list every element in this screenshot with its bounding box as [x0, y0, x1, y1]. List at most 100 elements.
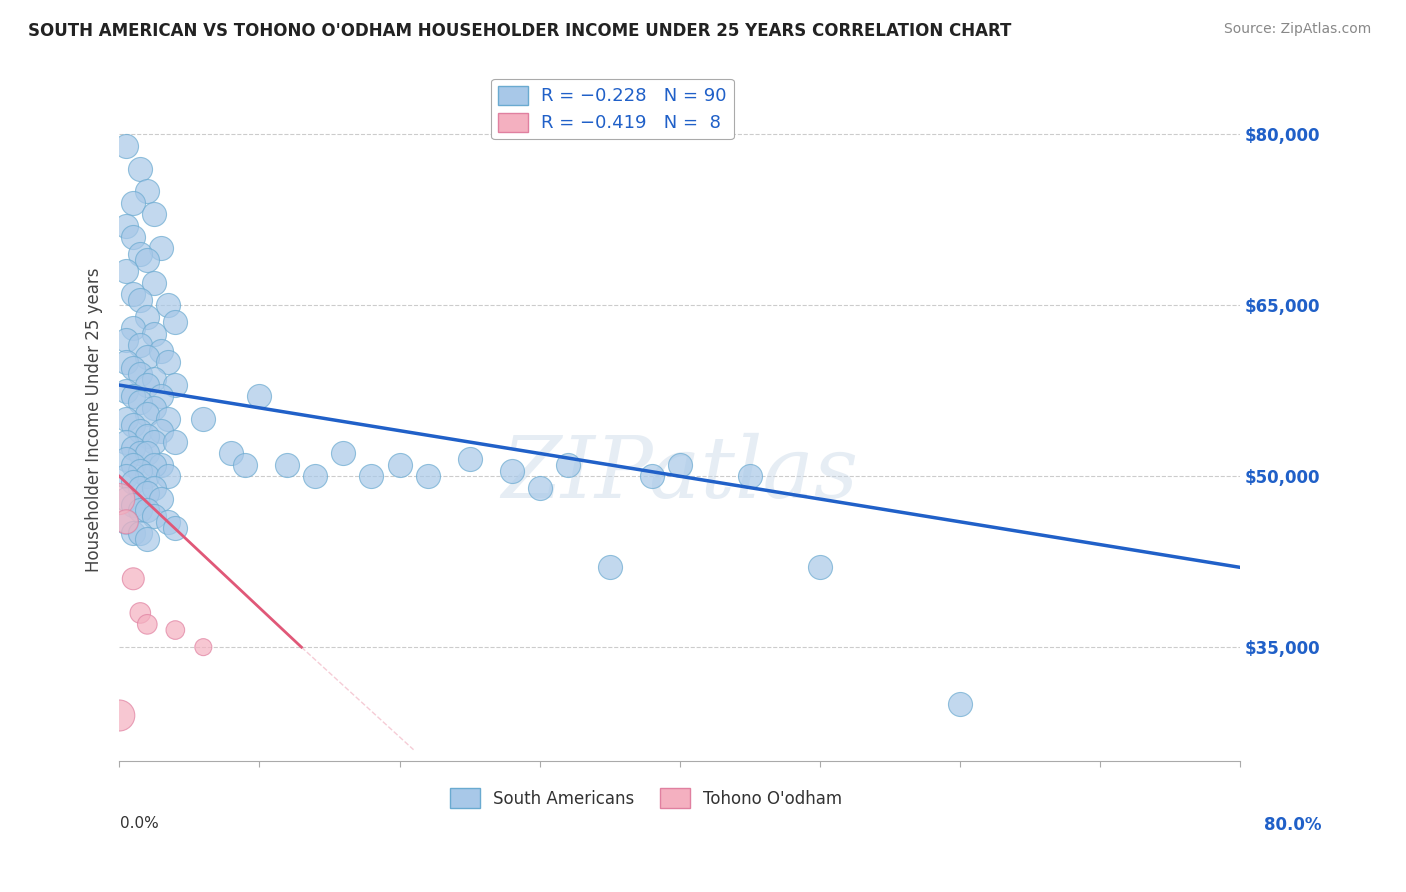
Point	[129, 395, 152, 409]
Point	[115, 435, 138, 450]
Point	[129, 464, 152, 478]
Point	[122, 321, 145, 335]
Point	[247, 389, 270, 403]
Point	[136, 185, 159, 199]
Point	[157, 355, 180, 369]
Point	[143, 458, 166, 472]
Point	[136, 503, 159, 517]
Point	[388, 458, 411, 472]
Point	[599, 560, 621, 574]
Point	[143, 276, 166, 290]
Point	[115, 515, 138, 529]
Point	[108, 708, 131, 723]
Point	[143, 372, 166, 386]
Point	[136, 310, 159, 324]
Point	[157, 515, 180, 529]
Point	[136, 429, 159, 443]
Point	[150, 424, 173, 438]
Text: ZIPatlas: ZIPatlas	[501, 433, 858, 516]
Point	[165, 520, 187, 534]
Point	[143, 509, 166, 524]
Text: SOUTH AMERICAN VS TOHONO O'ODHAM HOUSEHOLDER INCOME UNDER 25 YEARS CORRELATION C: SOUTH AMERICAN VS TOHONO O'ODHAM HOUSEHO…	[28, 22, 1011, 40]
Point	[129, 446, 152, 460]
Point	[332, 446, 354, 460]
Point	[165, 435, 187, 450]
Point	[115, 138, 138, 153]
Point	[136, 486, 159, 500]
Point	[150, 491, 173, 506]
Point	[122, 361, 145, 376]
Point	[129, 367, 152, 381]
Point	[150, 343, 173, 358]
Point	[122, 572, 145, 586]
Point	[165, 378, 187, 392]
Point	[108, 491, 131, 506]
Point	[641, 469, 664, 483]
Point	[115, 355, 138, 369]
Point	[949, 697, 972, 711]
Point	[165, 623, 187, 637]
Point	[122, 287, 145, 301]
Point	[136, 252, 159, 267]
Point	[150, 241, 173, 255]
Point	[136, 532, 159, 546]
Point	[143, 481, 166, 495]
Point	[115, 333, 138, 347]
Point	[276, 458, 298, 472]
Point	[416, 469, 439, 483]
Point	[193, 412, 215, 426]
Point	[122, 498, 145, 512]
Point	[808, 560, 831, 574]
Point	[157, 298, 180, 312]
Point	[122, 389, 145, 403]
Y-axis label: Householder Income Under 25 years: Householder Income Under 25 years	[86, 267, 103, 572]
Point	[122, 458, 145, 472]
Point	[136, 407, 159, 421]
Point	[458, 452, 481, 467]
Point	[157, 412, 180, 426]
Point	[115, 384, 138, 398]
Point	[122, 526, 145, 541]
Point	[150, 389, 173, 403]
Point	[115, 219, 138, 233]
Point	[129, 503, 152, 517]
Point	[136, 469, 159, 483]
Point	[157, 469, 180, 483]
Point	[122, 441, 145, 455]
Point	[136, 617, 159, 632]
Point	[136, 378, 159, 392]
Point	[122, 195, 145, 210]
Point	[235, 458, 257, 472]
Point	[115, 412, 138, 426]
Point	[129, 424, 152, 438]
Text: 0.0%: 0.0%	[120, 816, 159, 831]
Point	[668, 458, 690, 472]
Point	[360, 469, 382, 483]
Point	[221, 446, 243, 460]
Point	[115, 264, 138, 278]
Point	[136, 446, 159, 460]
Text: 80.0%: 80.0%	[1264, 816, 1322, 834]
Point	[115, 491, 138, 506]
Point	[738, 469, 761, 483]
Point	[122, 475, 145, 489]
Point	[129, 338, 152, 352]
Point	[136, 350, 159, 364]
Point	[143, 207, 166, 221]
Point	[129, 606, 152, 620]
Point	[129, 293, 152, 307]
Point	[129, 161, 152, 176]
Point	[165, 315, 187, 329]
Point	[143, 435, 166, 450]
Point	[115, 452, 138, 467]
Point	[143, 326, 166, 341]
Point	[557, 458, 579, 472]
Point	[122, 417, 145, 432]
Point	[304, 469, 326, 483]
Point	[129, 481, 152, 495]
Point	[122, 230, 145, 244]
Legend: South Americans, Tohono O'odham: South Americans, Tohono O'odham	[443, 781, 849, 814]
Point	[143, 401, 166, 415]
Point	[193, 640, 215, 654]
Point	[129, 526, 152, 541]
